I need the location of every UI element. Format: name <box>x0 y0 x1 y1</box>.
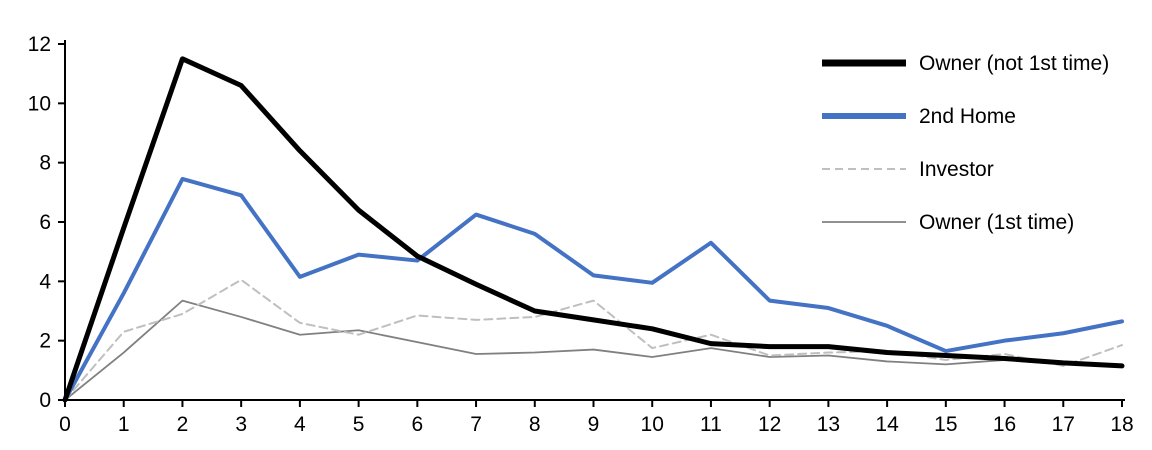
x-tick-label: 3 <box>235 413 247 436</box>
x-tick-label: 14 <box>875 413 899 436</box>
legend-label-owner-1st-time: Owner (1st time) <box>919 211 1074 234</box>
y-tick-label: 2 <box>39 330 51 353</box>
x-tick-label: 8 <box>529 413 541 436</box>
x-tick-label: 9 <box>588 413 600 436</box>
legend-item-owner-1st-time: Owner (1st time) <box>822 211 1074 234</box>
y-tick-label: 6 <box>39 211 51 234</box>
x-tick-label: 2 <box>177 413 189 436</box>
x-tick-label: 12 <box>758 413 781 436</box>
legend-item-investor: Investor <box>822 158 994 181</box>
x-tick-label: 16 <box>993 413 1016 436</box>
x-tick-label: 10 <box>641 413 664 436</box>
x-tick-label: 18 <box>1110 413 1133 436</box>
y-tick-label: 4 <box>39 270 51 293</box>
x-tick-label: 13 <box>817 413 840 436</box>
x-tick-label: 5 <box>353 413 365 436</box>
x-tick-label: 4 <box>294 413 306 436</box>
legend-label-owner-not-1st-time: Owner (not 1st time) <box>919 52 1109 75</box>
x-tick-label: 15 <box>934 413 957 436</box>
series-line-investor <box>64 278 1123 401</box>
series-line-owner-not-1st-time <box>62 56 1125 403</box>
legend-item-2nd-home: 2nd Home <box>822 105 1016 128</box>
series-line-2nd-home <box>63 176 1124 402</box>
x-tick-label: 17 <box>1052 413 1075 436</box>
x-tick-label: 0 <box>59 413 71 436</box>
legend-label-2nd-home: 2nd Home <box>919 105 1016 128</box>
y-tick-label: 12 <box>28 33 51 56</box>
y-tick-label: 8 <box>39 152 51 175</box>
legend-item-owner-not-1st-time: Owner (not 1st time) <box>822 52 1109 75</box>
series-line-owner-1st-time <box>64 299 1123 401</box>
chart-legend: Owner (not 1st time) 2nd Home Investor Owne… <box>822 52 1109 234</box>
x-tick-label: 7 <box>470 413 482 436</box>
legend-label-investor: Investor <box>919 158 994 181</box>
y-tick-label: 0 <box>39 389 51 412</box>
x-tick-label: 11 <box>700 413 722 436</box>
y-tick-label: 10 <box>28 92 51 115</box>
x-tick-label: 1 <box>118 413 130 436</box>
x-tick-label: 6 <box>411 413 423 436</box>
